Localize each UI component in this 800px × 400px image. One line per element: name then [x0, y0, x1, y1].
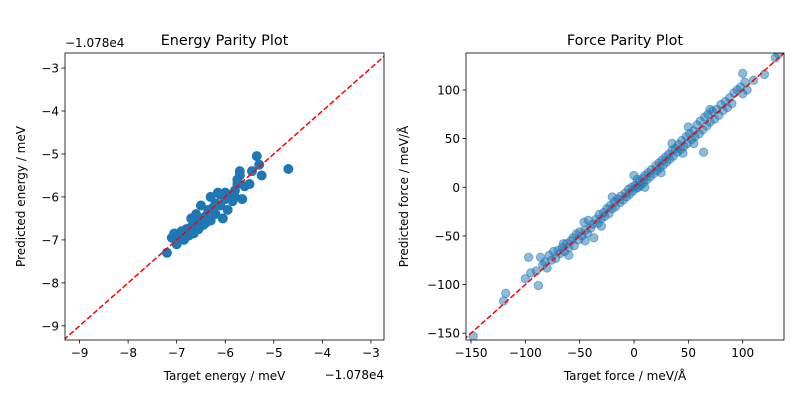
x-tick-label: −6 — [216, 346, 234, 360]
data-point — [200, 217, 211, 228]
data-point — [667, 138, 677, 149]
y-axis-label: Predicted energy / meV — [14, 125, 28, 267]
y-axis-label: Predicted force / meV/Å — [396, 125, 411, 267]
data-point — [244, 179, 255, 190]
data-point — [705, 104, 715, 115]
axes-frame — [465, 52, 785, 341]
data-point — [580, 236, 590, 246]
data-point — [251, 151, 262, 162]
identity-line — [65, 55, 384, 340]
data-point — [698, 147, 709, 157]
data-point — [195, 200, 206, 211]
data-point — [533, 280, 544, 291]
y-tick-label: −4 — [41, 105, 59, 119]
axes-frame — [64, 52, 385, 341]
data-point — [283, 164, 294, 175]
x-offset-text: −1.078e4 — [325, 368, 384, 382]
data-point — [589, 233, 599, 243]
x-axis-label: Target force / meV/Å — [563, 368, 687, 383]
data-point — [738, 68, 748, 79]
data-point — [222, 204, 233, 215]
data-point — [558, 238, 569, 249]
data-points — [468, 53, 784, 340]
data-point — [523, 252, 534, 263]
data-point — [640, 182, 650, 192]
data-point — [169, 228, 180, 239]
y-tick-label: −3 — [41, 62, 59, 76]
data-point — [210, 198, 221, 209]
data-point — [678, 148, 688, 158]
data-point — [176, 232, 187, 243]
x-tick-label: −100 — [509, 346, 542, 360]
y-tick-label: −9 — [41, 319, 59, 333]
data-point — [215, 189, 226, 200]
x-tick-label: 50 — [681, 346, 696, 360]
x-tick-label: 0 — [630, 346, 638, 360]
data-point — [210, 209, 221, 220]
chart-title: Energy Parity Plot — [161, 33, 289, 49]
data-point — [501, 288, 511, 299]
y-tick-label: 50 — [445, 132, 460, 146]
data-point — [229, 191, 240, 202]
energy-parity-axes: −9 −8 −7 −6 −5 −4 −3 −9 −8 −7 −6 −5 −4 −3 Energy Parit… — [14, 33, 385, 383]
data-point — [234, 166, 245, 177]
y-tick-label: 0 — [452, 181, 460, 195]
chart-title: Force Parity Plot — [567, 33, 683, 49]
data-point — [520, 274, 531, 284]
y-offset-text: −1.078e4 — [65, 36, 124, 50]
x-tick-label: −4 — [313, 346, 331, 360]
data-point — [232, 174, 243, 185]
y-tick-label: −50 — [435, 229, 460, 243]
x-tick-label: −9 — [71, 346, 89, 360]
y-tick-label: 100 — [437, 83, 460, 97]
y-tick-label: −8 — [41, 276, 59, 290]
y-tick-label: −5 — [41, 147, 59, 161]
x-tick-label: 100 — [731, 346, 754, 360]
x-tick-label: −50 — [567, 346, 592, 360]
y-tick-label: −6 — [41, 190, 59, 204]
data-point — [217, 213, 228, 224]
data-point — [656, 167, 666, 178]
data-point — [607, 192, 617, 202]
x-tick-label: −3 — [362, 346, 380, 360]
data-points — [161, 151, 294, 258]
y-tick-label: −7 — [41, 233, 59, 247]
x-tick-label: −5 — [265, 346, 283, 360]
identity-line — [466, 53, 784, 339]
y-tick-label: −100 — [427, 278, 460, 292]
data-point — [256, 170, 267, 181]
x-tick-label: −8 — [119, 346, 137, 360]
y-tick-label: −150 — [427, 327, 460, 341]
force-parity-axes: −150 −100 −50 0 50 100 −150 −100 −50 0 50 100 Force … — [396, 33, 785, 383]
data-point — [246, 166, 257, 177]
x-tick-label: −150 — [455, 346, 488, 360]
data-point — [564, 250, 574, 261]
x-axis-label: Target energy / meV — [163, 369, 286, 383]
data-point — [596, 221, 607, 231]
data-point — [689, 138, 699, 149]
data-point — [254, 159, 265, 170]
data-point — [186, 213, 197, 224]
data-point — [161, 247, 172, 258]
x-tick-label: −7 — [168, 346, 186, 360]
